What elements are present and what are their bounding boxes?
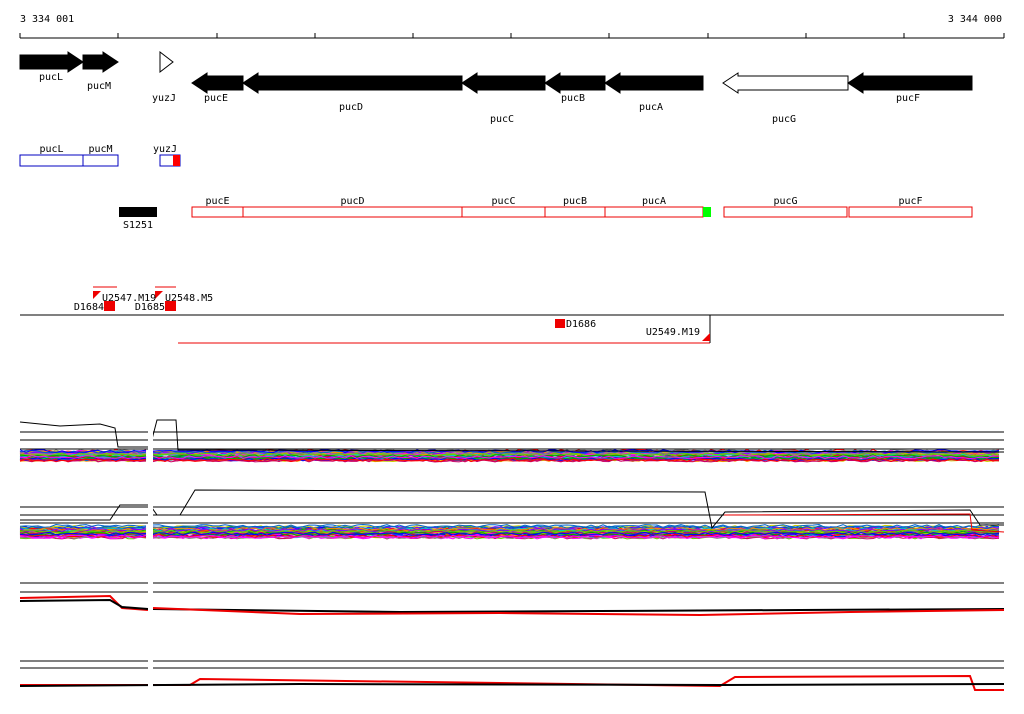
expression-trace bbox=[152, 458, 1000, 463]
annotation-label: pucD bbox=[340, 196, 364, 207]
expression-trace bbox=[19, 449, 147, 454]
probe-label: U2547.M19 bbox=[102, 293, 156, 304]
expression-trace bbox=[152, 534, 1000, 539]
gene-arrow bbox=[461, 72, 546, 94]
probe-label: D1686 bbox=[566, 319, 596, 330]
gene-arrow bbox=[544, 72, 606, 94]
gene-label: pucE bbox=[204, 93, 228, 104]
expression-trace bbox=[152, 455, 1000, 460]
tracks: pucL pucM yuzJ pucE pucD pucC pucB pucA pucG pucF… bbox=[19, 33, 1005, 705]
annotation-label: pucC bbox=[491, 196, 515, 207]
blue-annotation bbox=[82, 154, 119, 167]
red-annotation bbox=[544, 206, 606, 218]
annotation-label: yuzJ bbox=[153, 144, 177, 155]
gene-arrow bbox=[242, 72, 463, 94]
gene-arrow bbox=[82, 51, 119, 73]
gene-arrow bbox=[847, 72, 973, 94]
expression-trace bbox=[19, 458, 147, 462]
probe-mark bbox=[555, 319, 565, 328]
probe-mark bbox=[702, 333, 710, 341]
red-annotation bbox=[604, 206, 704, 218]
segment bbox=[119, 207, 157, 217]
segment-label: S1251 bbox=[123, 220, 153, 231]
expression-trace bbox=[19, 534, 147, 539]
expression-trace bbox=[19, 458, 147, 463]
gene-arrow bbox=[604, 72, 704, 94]
probe-label: D1684 bbox=[74, 302, 104, 313]
gene-label: pucF bbox=[896, 93, 920, 104]
annotation-label: pucG bbox=[773, 196, 797, 207]
expression-trace bbox=[20, 527, 147, 531]
annotation-marker bbox=[173, 155, 180, 166]
expression-trace bbox=[723, 513, 1005, 533]
expression-trace bbox=[19, 452, 147, 457]
expression-trace bbox=[19, 598, 149, 610]
expression-trace bbox=[152, 607, 1005, 617]
probe-label: U2549.M19 bbox=[646, 327, 700, 338]
gene-arrow bbox=[19, 51, 84, 73]
gene-label: pucM bbox=[87, 81, 111, 92]
expression-trace bbox=[152, 452, 1000, 457]
gene-label: pucD bbox=[339, 102, 363, 113]
blue-annotation bbox=[19, 154, 84, 167]
annotation-label: pucA bbox=[642, 196, 666, 207]
probe-mark bbox=[104, 301, 115, 311]
expression-trace bbox=[152, 458, 1000, 463]
expression-trace bbox=[19, 530, 147, 535]
annotation-label: pucE bbox=[205, 196, 229, 207]
annotation-marker bbox=[703, 207, 711, 217]
annotation-label: pucM bbox=[88, 144, 112, 155]
gene-label: pucB bbox=[561, 93, 585, 104]
red-annotation bbox=[848, 206, 973, 218]
red-annotation bbox=[723, 206, 848, 218]
red-annotation bbox=[191, 206, 244, 218]
red-annotation bbox=[461, 206, 546, 218]
gene-label: pucG bbox=[772, 114, 796, 125]
gene-label: pucA bbox=[639, 102, 663, 113]
panel-gap bbox=[148, 415, 153, 705]
expression-trace bbox=[19, 449, 147, 454]
probe-label: U2548.M5 bbox=[165, 293, 213, 304]
expression-trace bbox=[19, 529, 147, 534]
gene-arrow bbox=[191, 72, 244, 94]
expression-trace bbox=[152, 525, 999, 530]
ruler-start: 3 334 001 bbox=[20, 14, 74, 25]
expression-trace bbox=[152, 526, 1000, 531]
red-annotation bbox=[242, 206, 463, 218]
gene-label: pucC bbox=[490, 114, 514, 125]
gene-arrow bbox=[159, 50, 174, 74]
expression-trace bbox=[19, 682, 1005, 687]
expression-trace bbox=[20, 489, 1004, 530]
expression-trace bbox=[152, 523, 1000, 529]
expression-trace bbox=[19, 419, 1005, 453]
probe-mark bbox=[155, 291, 163, 299]
annotation-label: pucL bbox=[39, 144, 63, 155]
expression-trace bbox=[152, 608, 1005, 614]
ruler-end: 3 344 000 bbox=[948, 14, 1002, 25]
annotation-label: pucB bbox=[563, 196, 587, 207]
expression-trace bbox=[19, 525, 147, 530]
probe-label: D1685 bbox=[135, 302, 165, 313]
expression-trace bbox=[152, 531, 1000, 536]
gene-arrow bbox=[722, 72, 849, 94]
gene-label: yuzJ bbox=[152, 93, 176, 104]
probe-mark bbox=[165, 301, 176, 311]
expression-trace bbox=[19, 531, 147, 536]
expression-trace bbox=[152, 529, 1000, 534]
expression-trace bbox=[152, 528, 1000, 533]
probe-mark bbox=[93, 291, 101, 299]
annotation-label: pucF bbox=[898, 196, 922, 207]
expression-trace bbox=[19, 455, 147, 460]
expression-trace bbox=[19, 523, 147, 528]
gene-label: pucL bbox=[39, 72, 63, 83]
